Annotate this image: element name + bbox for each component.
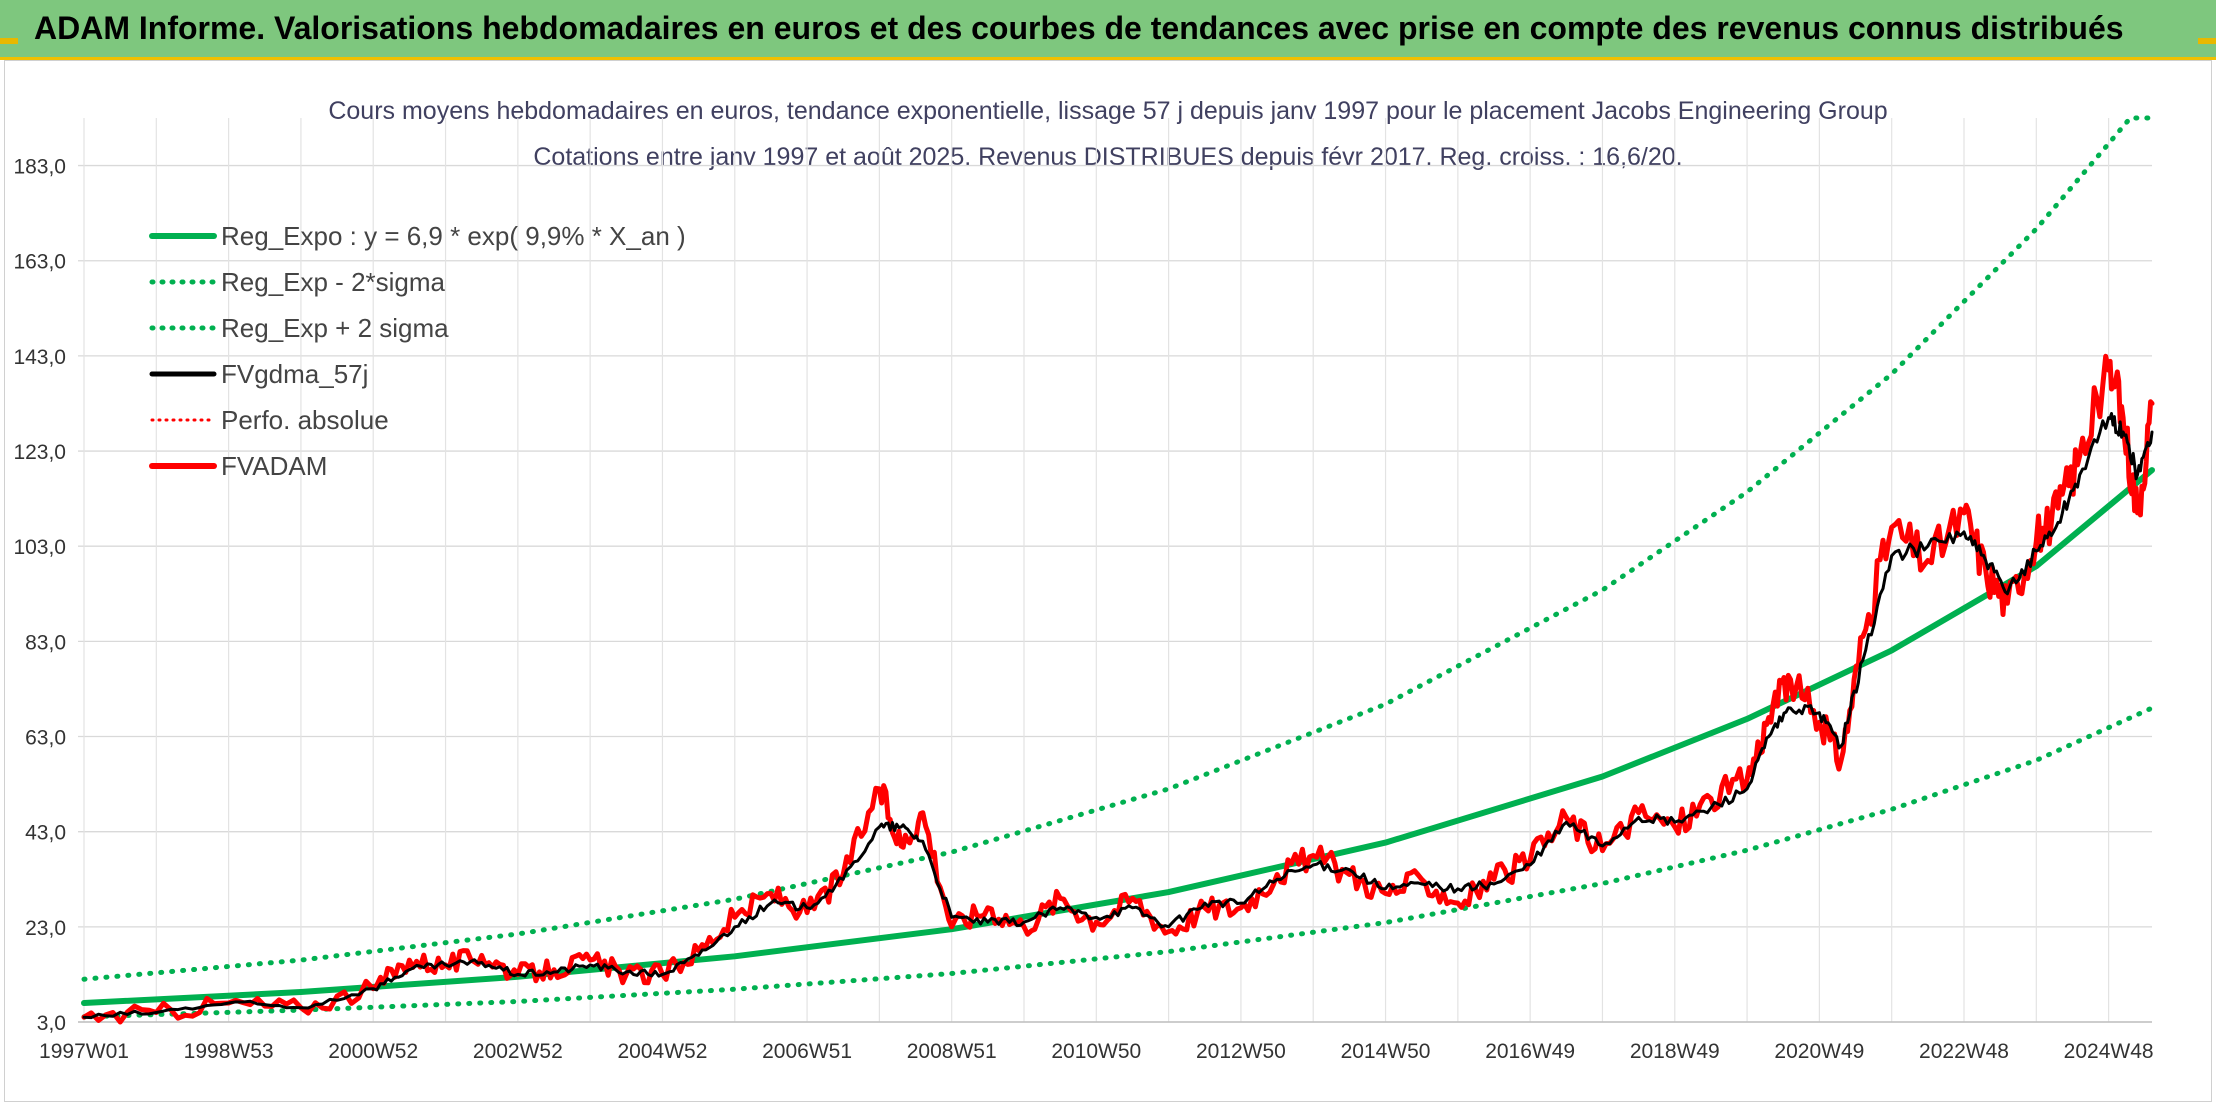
x-tick-label: 2004W52 (618, 1040, 708, 1063)
legend-label: Reg_Exp + 2 sigma (221, 313, 449, 343)
x-tick-label: 2024W48 (2064, 1040, 2154, 1063)
y-tick-label: 83,0 (25, 631, 66, 654)
x-tick-label: 1998W53 (184, 1040, 274, 1063)
corner-marker-right (2198, 38, 2216, 44)
legend-label: FVgdma_57j (221, 359, 368, 389)
chart-frame (4, 60, 2212, 1102)
series-line-reg-expo (81, 467, 2155, 1006)
series-line-fvadam (81, 353, 2155, 1025)
x-tick-label: 2016W49 (1485, 1040, 1575, 1063)
series-line-reg-exp-plus-2sigma (81, 115, 2155, 982)
y-tick-label: 43,0 (25, 822, 66, 845)
series-line-reg-exp-minus-2sigma (81, 705, 2155, 1020)
y-tick-label: 163,0 (13, 251, 66, 274)
y-tick-label: 103,0 (13, 536, 66, 559)
y-tick-label: 143,0 (13, 346, 66, 369)
y-tick-label: 23,0 (25, 917, 66, 940)
y-tick-label: 183,0 (13, 156, 66, 179)
legend: Reg_Expo : y = 6,9 * exp( 9,9% * X_an ) R… (149, 221, 686, 481)
chart-subtitle: Cotations entre janv 1997 et août 2025. … (533, 143, 1682, 171)
y-axis: 3,0 23,0 43,0 63,0 83,0 103,0 123,0 143,0 163,0 1… (13, 156, 66, 1035)
y-tick-label: 3,0 (37, 1012, 66, 1035)
chart-title: Cours moyens hebdomadaires en euros, ten… (328, 97, 1887, 125)
x-tick-label: 2014W50 (1341, 1040, 1431, 1063)
x-tick-label: 2000W52 (328, 1040, 418, 1063)
x-axis: 1997W01 1998W53 2000W52 2002W52 2004W52 2006W… (39, 1040, 2154, 1063)
legend-label: FVADAM (221, 451, 327, 481)
corner-marker-left (0, 38, 18, 44)
series-group (81, 115, 2155, 1025)
grid (78, 118, 2152, 1023)
x-tick-label: 2010W50 (1051, 1040, 1141, 1063)
y-tick-label: 63,0 (25, 727, 66, 750)
x-tick-label: 2018W49 (1630, 1040, 1720, 1063)
x-tick-label: 2022W48 (1919, 1040, 2009, 1063)
x-tick-label: 1997W01 (39, 1040, 129, 1063)
x-tick-label: 2008W51 (907, 1040, 997, 1063)
title-banner: ADAM Informe. Valorisations hebdomadaire… (0, 0, 2216, 60)
legend-label: Reg_Exp - 2*sigma (221, 267, 446, 297)
y-tick-label: 123,0 (13, 441, 66, 464)
x-tick-label: 2002W52 (473, 1040, 563, 1063)
banner-title: ADAM Informe. Valorisations hebdomadaire… (34, 10, 2124, 46)
series-line-fvgdma-57j (82, 412, 2154, 1020)
legend-label: Perfo. absolue (221, 405, 389, 435)
x-tick-label: 2020W49 (1774, 1040, 1864, 1063)
x-tick-label: 2012W50 (1196, 1040, 1286, 1063)
x-tick-label: 2006W51 (762, 1040, 852, 1063)
legend-label: Reg_Expo : y = 6,9 * exp( 9,9% * X_an ) (221, 221, 686, 251)
